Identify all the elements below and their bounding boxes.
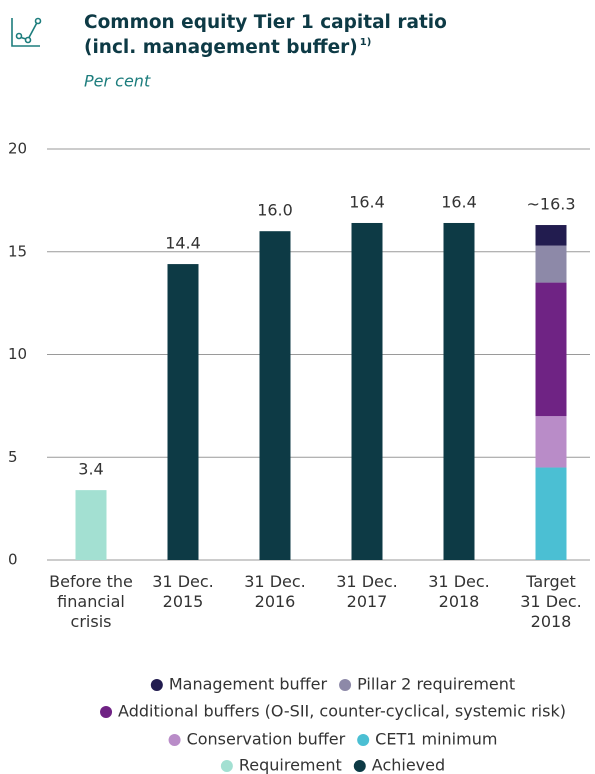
legend-row: Conservation buffer CET1 minimum bbox=[168, 730, 497, 749]
legend-label: CET1 minimum bbox=[375, 730, 497, 749]
value-label: 16.0 bbox=[257, 201, 293, 220]
chart-icon bbox=[11, 17, 42, 47]
x-tick-label-line: Before the bbox=[49, 572, 133, 591]
legend-swatch bbox=[339, 679, 352, 691]
x-tick-label: 31 Dec. 2017 bbox=[336, 572, 398, 611]
bar bbox=[535, 467, 567, 560]
bar bbox=[535, 225, 567, 246]
legend-row: Management buffer Pillar 2 requirement bbox=[150, 675, 515, 694]
legend-swatch bbox=[353, 760, 366, 772]
bar bbox=[351, 222, 383, 561]
bar bbox=[535, 245, 567, 283]
chart-subtitle: Per cent bbox=[84, 72, 151, 91]
x-tick-label-line: Target bbox=[525, 572, 576, 591]
x-tick-label: 31 Dec. 2018 bbox=[428, 572, 490, 611]
bar bbox=[75, 490, 107, 560]
legend-label: Management buffer bbox=[169, 675, 328, 694]
x-tick-label-line: 2018 bbox=[531, 612, 572, 631]
x-tick-label-line: 2015 bbox=[163, 592, 204, 611]
value-label: 16.4 bbox=[441, 192, 477, 211]
legend-swatch bbox=[168, 734, 181, 746]
x-tick-label-line: 31 Dec. bbox=[428, 572, 490, 591]
x-tick-label: 31 Dec. 2015 bbox=[152, 572, 214, 611]
footnote-mark: 1) bbox=[360, 37, 372, 48]
legend-label: Additional buffers (O-SII, counter-cycli… bbox=[118, 702, 566, 721]
legend-row: Additional buffers (O-SII, counter-cycli… bbox=[100, 702, 566, 721]
value-label: 14.4 bbox=[165, 234, 201, 253]
legend-label: Pillar 2 requirement bbox=[357, 675, 515, 694]
chart-title: (incl. management buffer) bbox=[84, 37, 358, 58]
x-tick-label-line: 31 Dec. bbox=[336, 572, 398, 591]
x-tick-label: Target 31 Dec. 2018 bbox=[520, 572, 582, 631]
y-tick-label: 5 bbox=[8, 448, 18, 466]
y-tick-label: 15 bbox=[8, 242, 27, 260]
bar bbox=[443, 222, 475, 561]
y-tick-label: 0 bbox=[8, 551, 18, 569]
chart-title: Common equity Tier 1 capital ratio bbox=[84, 12, 447, 33]
bar bbox=[535, 282, 567, 417]
legend-swatch bbox=[220, 760, 233, 772]
legend-row: Requirement Achieved bbox=[220, 756, 445, 774]
x-tick-label: Before the financial crisis bbox=[49, 572, 133, 631]
bar bbox=[167, 264, 199, 560]
legend-label: Conservation buffer bbox=[187, 730, 346, 749]
x-tick-label-line: 2017 bbox=[347, 592, 388, 611]
x-tick-label-line: crisis bbox=[71, 612, 112, 631]
x-tick-label-line: 2016 bbox=[255, 592, 296, 611]
bar bbox=[535, 416, 567, 468]
bar bbox=[259, 231, 291, 560]
x-tick-label-line: 31 Dec. bbox=[152, 572, 214, 591]
value-label: 16.4 bbox=[349, 192, 385, 211]
x-tick-label-line: 31 Dec. bbox=[520, 592, 582, 611]
legend-swatch bbox=[150, 679, 163, 691]
legend-swatch bbox=[357, 734, 370, 746]
x-tick-label-line: 31 Dec. bbox=[244, 572, 306, 591]
x-tick-label: 31 Dec. 2016 bbox=[244, 572, 306, 611]
total-label: ~16.3 bbox=[526, 195, 575, 214]
legend-label: Achieved bbox=[372, 756, 445, 774]
legend-label: Requirement bbox=[239, 756, 342, 774]
value-label: 3.4 bbox=[78, 460, 103, 479]
legend-swatch bbox=[100, 706, 113, 718]
x-tick-label-line: 2018 bbox=[439, 592, 480, 611]
x-tick-label-line: financial bbox=[57, 592, 125, 611]
y-tick-label: 20 bbox=[8, 140, 27, 158]
y-tick-label: 10 bbox=[8, 345, 27, 363]
